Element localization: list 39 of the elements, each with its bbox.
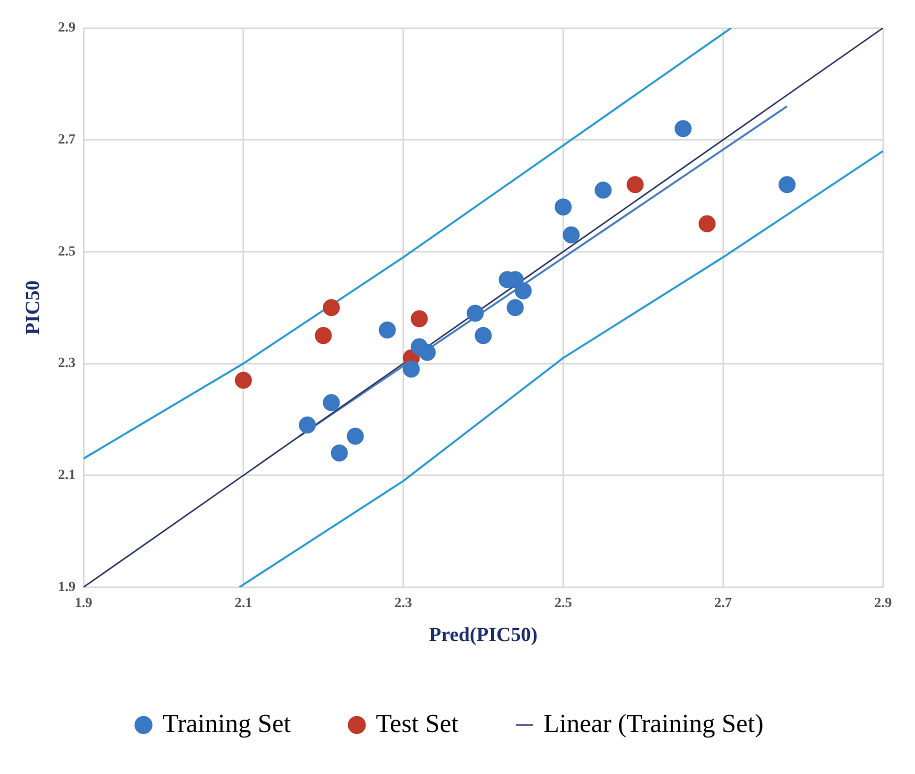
point [562,226,580,244]
point [466,304,484,322]
x-tick-label: 2.7 [714,596,732,612]
point [474,327,492,344]
point [594,182,612,199]
y-tick-label: 2.7 [58,132,76,148]
point [298,416,316,434]
y-tick-label: 1.9 [58,580,76,595]
point [330,444,348,462]
point [378,321,396,338]
point [778,176,796,194]
legend-label: Linear (Training Set) [544,708,764,738]
point [234,372,252,389]
point [322,299,340,316]
legend-label: Training Set [162,708,292,738]
y-tick-label: 2.3 [58,356,76,372]
x-tick-label: 1.9 [74,596,92,612]
point [314,327,332,344]
point [554,198,572,216]
point [410,310,428,328]
point [506,299,524,316]
point [322,394,340,412]
y-tick-label: 2.9 [58,20,76,36]
x-tick-label: 2.1 [234,596,252,612]
x-tick-label: 2.5 [554,596,572,612]
y-tick-label: 2.5 [58,244,76,260]
x-axis-title: Pred(PIC50) [429,624,538,646]
y-tick-label: 2.1 [58,468,76,483]
point [346,428,364,445]
point [514,282,532,300]
x-tick-label: 2.9 [874,596,892,612]
point [674,120,692,138]
x-tick-label: 2.3 [394,596,412,612]
y-axis-title: PIC50 [22,280,44,335]
point [402,360,420,378]
point [626,176,644,194]
point [418,344,436,361]
legend-label: Test Set [376,708,460,738]
point [698,215,716,232]
